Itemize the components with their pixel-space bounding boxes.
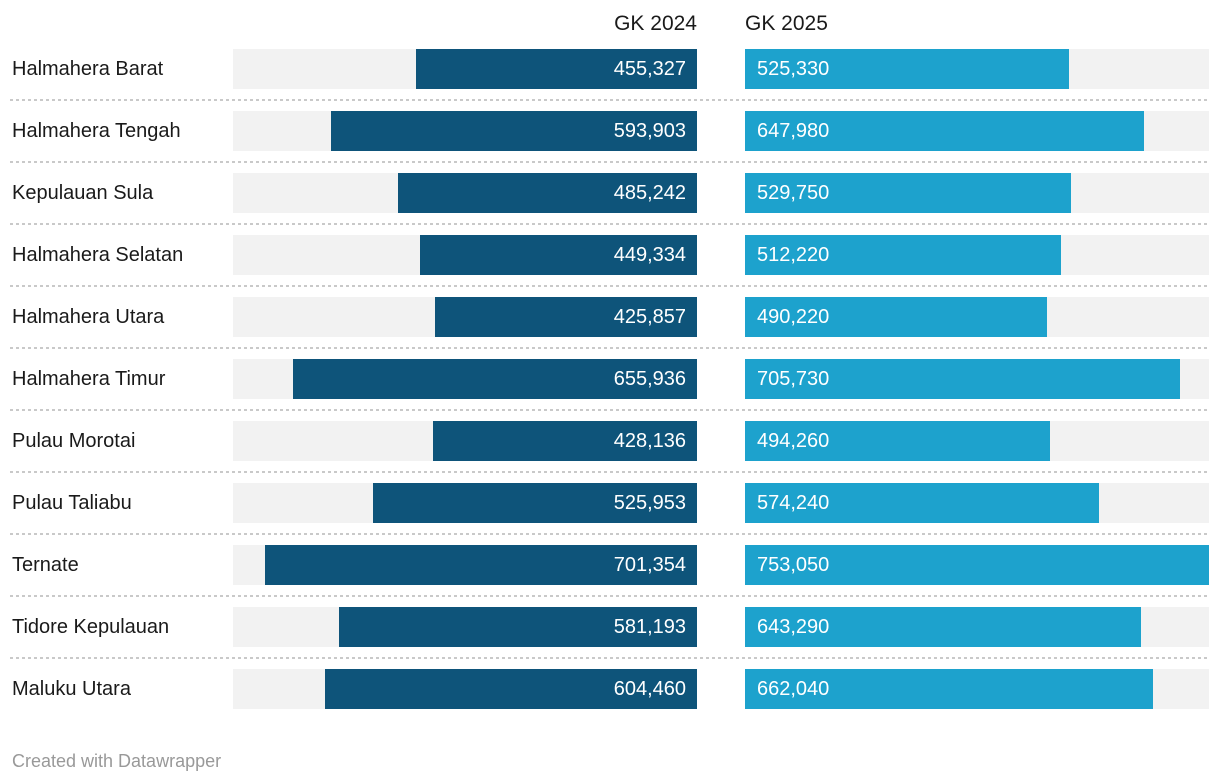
table-row: Pulau Morotai 428,136 494,260 [0, 410, 1220, 473]
gk-2024-value: 701,354 [613, 554, 686, 576]
table-row: Halmahera Tengah 593,903 647,980 [0, 100, 1220, 163]
gk-2024-bar: 593,903 [331, 111, 697, 151]
row-label: Pulau Morotai [12, 430, 136, 452]
gk-2024-bar: 525,953 [372, 483, 697, 523]
gk-2025-value: 490,220 [757, 306, 830, 328]
gk-2025-bar: 512,220 [745, 235, 1061, 275]
gk-2025-track: 574,240 [745, 483, 1209, 523]
table-row: Ternate 701,354 753,050 [0, 534, 1220, 597]
gk-2025-track: 662,040 [745, 669, 1209, 709]
table-row: Halmahera Selatan 449,334 512,220 [0, 224, 1220, 287]
table-row: Kepulauan Sula 485,242 529,750 [0, 162, 1220, 225]
column-header-gk-2025: GK 2025 [745, 12, 828, 35]
row-label: Kepulauan Sula [12, 182, 154, 204]
gk-2025-bar: 525,330 [745, 49, 1069, 89]
column-header-gk-2024: GK 2024 [614, 12, 697, 35]
gk-2024-value: 485,242 [613, 182, 686, 204]
gk-2024-bar: 581,193 [338, 607, 697, 647]
gk-2025-bar: 490,220 [745, 297, 1048, 337]
gk-2025-value: 647,980 [757, 120, 830, 142]
gk-2024-track: 449,334 [233, 235, 697, 275]
gk-2024-bar: 455,327 [416, 49, 697, 89]
gk-2024-track: 455,327 [233, 49, 697, 89]
gk-2025-value: 662,040 [757, 678, 830, 700]
gk-2025-bar: 574,240 [745, 483, 1099, 523]
gk-2024-track: 425,857 [233, 297, 697, 337]
gk-2025-track: 512,220 [745, 235, 1209, 275]
row-label: Halmahera Selatan [12, 244, 184, 266]
gk-2025-value: 525,330 [757, 58, 830, 80]
gk-2025-bar: 643,290 [745, 607, 1142, 647]
gk-2024-value: 655,936 [613, 368, 686, 390]
gk-2024-bar: 655,936 [292, 359, 697, 399]
row-label: Tidore Kepulauan [12, 616, 170, 638]
gk-2024-value: 428,136 [613, 430, 686, 452]
gk-2025-value: 494,260 [757, 430, 830, 452]
gk-2024-bar: 428,136 [433, 421, 697, 461]
row-label: Halmahera Tengah [12, 120, 181, 142]
chart-rows: Halmahera Barat 455,327 525,330 Halmaher… [0, 38, 1220, 720]
gk-2025-track: 705,730 [745, 359, 1209, 399]
table-row: Tidore Kepulauan 581,193 643,290 [0, 596, 1220, 659]
gk-2024-value: 604,460 [613, 678, 686, 700]
gk-2024-track: 655,936 [233, 359, 697, 399]
gk-2025-bar: 494,260 [745, 421, 1050, 461]
table-row: Halmahera Timur 655,936 705,730 [0, 348, 1220, 411]
gk-2025-value: 512,220 [757, 244, 830, 266]
gk-2025-track: 529,750 [745, 173, 1209, 213]
gk-2024-bar: 425,857 [434, 297, 697, 337]
gk-2024-track: 485,242 [233, 173, 697, 213]
row-label: Halmahera Barat [12, 58, 164, 80]
gk-2025-value: 705,730 [757, 368, 830, 390]
gk-2025-track: 647,980 [745, 111, 1209, 151]
datawrapper-credit: Created with Datawrapper [12, 751, 222, 771]
gk-2024-track: 604,460 [233, 669, 697, 709]
gk-2024-value: 525,953 [613, 492, 686, 514]
row-label: Halmahera Timur [12, 368, 166, 390]
gk-2024-value: 449,334 [613, 244, 686, 266]
gk-2025-value: 529,750 [757, 182, 830, 204]
gk-2025-track: 643,290 [745, 607, 1209, 647]
gk-2025-bar: 529,750 [745, 173, 1072, 213]
gk-2024-value: 581,193 [613, 616, 686, 638]
gk-2024-track: 581,193 [233, 607, 697, 647]
table-row: Maluku Utara 604,460 662,040 [0, 658, 1220, 720]
gk-2024-bar: 485,242 [398, 173, 697, 213]
gk-2025-bar: 705,730 [745, 359, 1180, 399]
gk-2025-bar: 662,040 [745, 669, 1153, 709]
gk-2025-value: 643,290 [757, 616, 830, 638]
gk-2025-track: 525,330 [745, 49, 1209, 89]
gk-2025-track: 494,260 [745, 421, 1209, 461]
gk-2024-track: 593,903 [233, 111, 697, 151]
gk-2024-bar: 604,460 [324, 669, 697, 709]
table-row: Pulau Taliabu 525,953 574,240 [0, 472, 1220, 535]
gk-2025-bar: 753,050 [745, 545, 1209, 585]
row-label: Ternate [12, 554, 79, 576]
column-headers: GK 2024 GK 2025 [0, 0, 1220, 38]
table-row: Halmahera Utara 425,857 490,220 [0, 286, 1220, 349]
gk-2024-bar: 701,354 [264, 545, 697, 585]
gk-2024-value: 455,327 [613, 58, 686, 80]
gk-2025-track: 490,220 [745, 297, 1209, 337]
gk-2025-value: 574,240 [757, 492, 830, 514]
gk-2024-value: 593,903 [613, 120, 686, 142]
gk-2024-track: 701,354 [233, 545, 697, 585]
gk-2025-track: 753,050 [745, 545, 1209, 585]
row-label: Halmahera Utara [12, 306, 165, 328]
gk-2024-value: 425,857 [613, 306, 686, 328]
table-row: Halmahera Barat 455,327 525,330 [0, 38, 1220, 101]
gk-2025-value: 753,050 [757, 554, 830, 576]
gk-2024-track: 525,953 [233, 483, 697, 523]
gk-2025-bar: 647,980 [745, 111, 1145, 151]
gk-2024-track: 428,136 [233, 421, 697, 461]
row-label: Maluku Utara [12, 678, 131, 700]
row-label: Pulau Taliabu [12, 492, 132, 514]
gk-2024-bar: 449,334 [420, 235, 697, 275]
